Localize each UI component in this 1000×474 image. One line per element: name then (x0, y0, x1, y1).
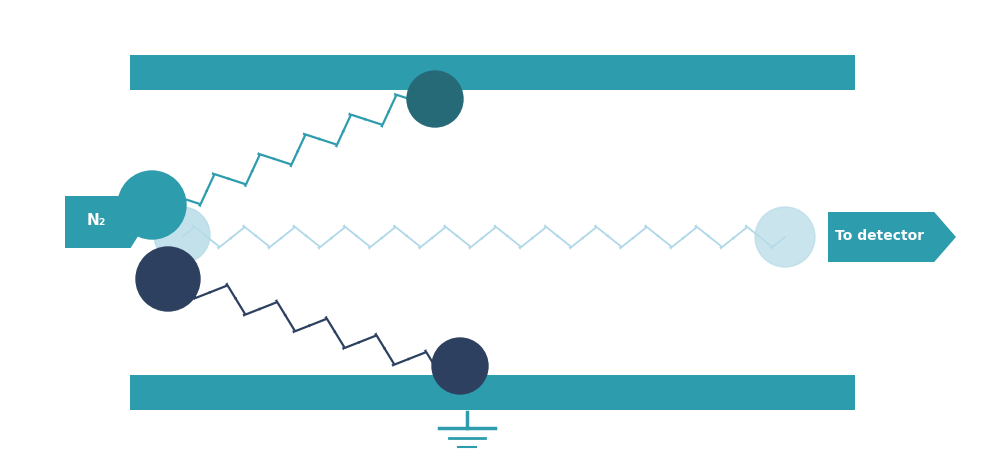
Text: To detector: To detector (835, 229, 924, 243)
Circle shape (755, 207, 815, 267)
Circle shape (118, 171, 186, 239)
Circle shape (136, 247, 200, 311)
Bar (130, 55, 855, 90)
Circle shape (407, 71, 463, 127)
Circle shape (154, 207, 210, 263)
Circle shape (432, 338, 488, 394)
Polygon shape (65, 196, 147, 248)
Polygon shape (828, 212, 956, 262)
Text: N₂: N₂ (86, 212, 106, 228)
Bar (130, 375, 855, 410)
